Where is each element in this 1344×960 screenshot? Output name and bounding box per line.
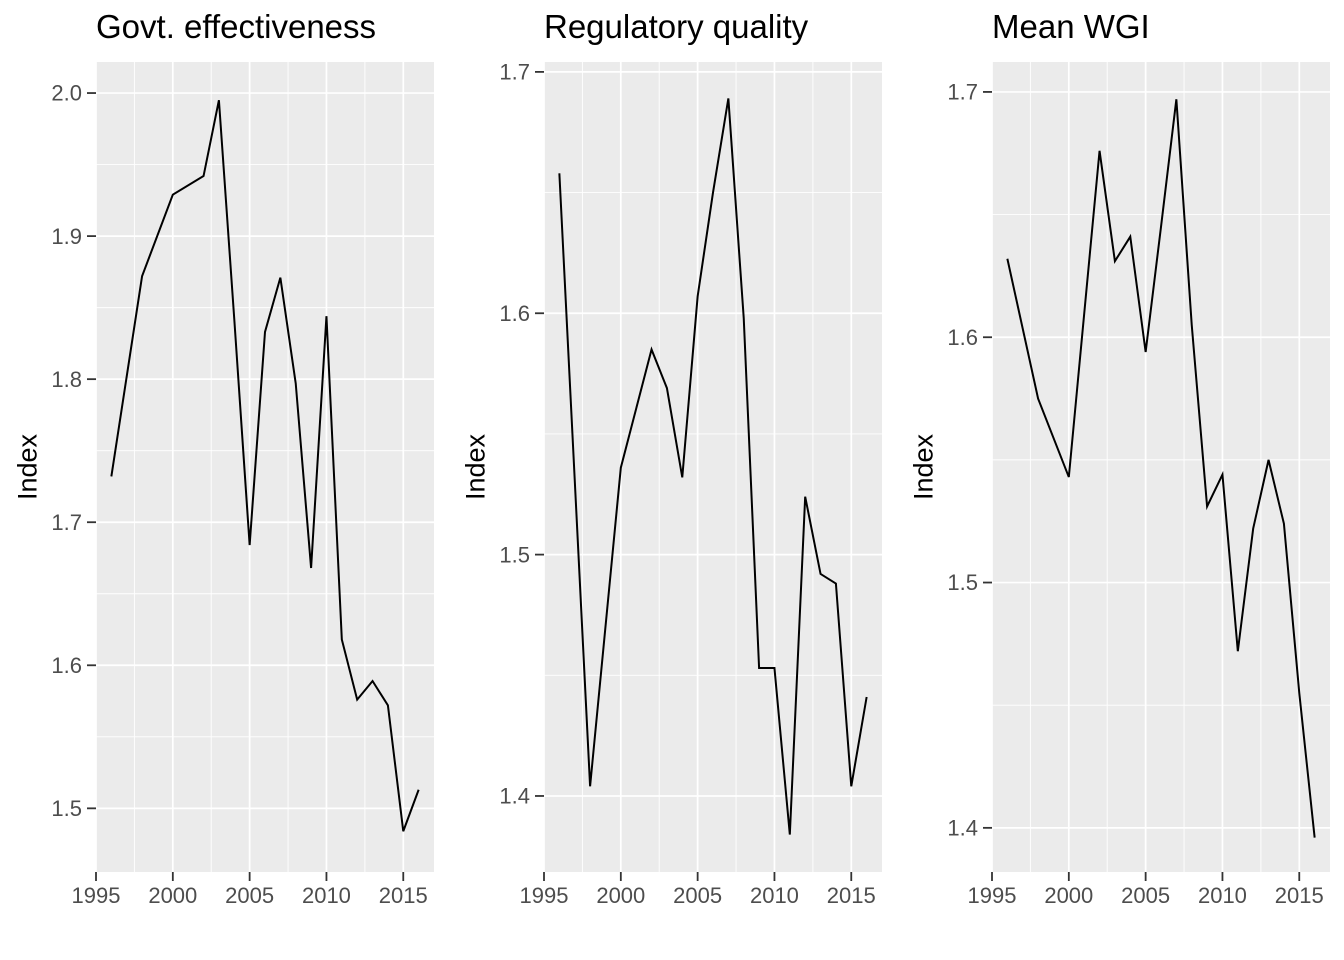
x-tick-label: 2015: [379, 883, 428, 908]
panel-govt-effectiveness: Govt. effectiveness Index 1995 2000 2005 20…: [0, 0, 448, 960]
y-tick-label: 1.7: [947, 80, 978, 105]
plot-area: 1995 2000 2005 2010 2015 1.4 1.5 1.6 1.7: [499, 60, 882, 908]
y-tick-label: 1.5: [51, 796, 82, 821]
series-line: [558, 98, 868, 835]
panel-mean-wgi: Mean WGI Index 1995 2000 2005 2010 2015 1.4 1.…: [896, 0, 1344, 960]
y-tick-label: 1.4: [947, 816, 978, 841]
y-tick-label: 1.6: [51, 653, 82, 678]
x-tick-label: 1995: [72, 883, 121, 908]
x-tick-label: 2000: [1044, 883, 1093, 908]
y-tick-label: 1.7: [51, 510, 82, 535]
x-tick-label: 2005: [225, 883, 274, 908]
series-line: [110, 100, 420, 832]
x-tick-label: 2010: [302, 883, 351, 908]
series-line: [1006, 99, 1316, 838]
plot-title: Regulatory quality: [544, 8, 809, 45]
plot-area: 1995 2000 2005 2010 2015 1.4 1.5 1.6 1.7: [947, 62, 1330, 908]
panel-regulatory-quality: Regulatory quality Index 1995 2000 2005 201…: [448, 0, 896, 960]
panel-background: [96, 62, 434, 872]
x-tick-label: 2010: [1198, 883, 1247, 908]
panel-background: [992, 62, 1330, 872]
y-tick-label: 1.9: [51, 224, 82, 249]
plot-area: 1995 2000 2005 2010 2015 1.5 1.6 1.7 1.8 1.9 2.0: [51, 62, 434, 908]
x-tick-label: 2000: [596, 883, 645, 908]
y-tick-label: 1.4: [499, 784, 530, 809]
x-tick-label: 2005: [1121, 883, 1170, 908]
plot-title: Govt. effectiveness: [96, 8, 377, 45]
plot-title: Mean WGI: [992, 8, 1150, 45]
y-tick-label: 1.6: [947, 325, 978, 350]
y-tick-label: 1.5: [499, 542, 530, 567]
x-tick-label: 2000: [148, 883, 197, 908]
x-tick-label: 1995: [968, 883, 1017, 908]
y-tick-label: 1.6: [499, 301, 530, 326]
panel-background: [544, 62, 882, 872]
x-tick-label: 1995: [520, 883, 569, 908]
y-tick-label: 2.0: [51, 81, 82, 106]
x-tick-label: 2010: [750, 883, 799, 908]
y-tick-label: 1.8: [51, 367, 82, 392]
y-tick-label: 1.7: [499, 60, 530, 85]
x-tick-label: 2005: [673, 883, 722, 908]
y-tick-label: 1.5: [947, 570, 978, 595]
x-tick-label: 2015: [827, 883, 876, 908]
x-tick-label: 2015: [1275, 883, 1324, 908]
